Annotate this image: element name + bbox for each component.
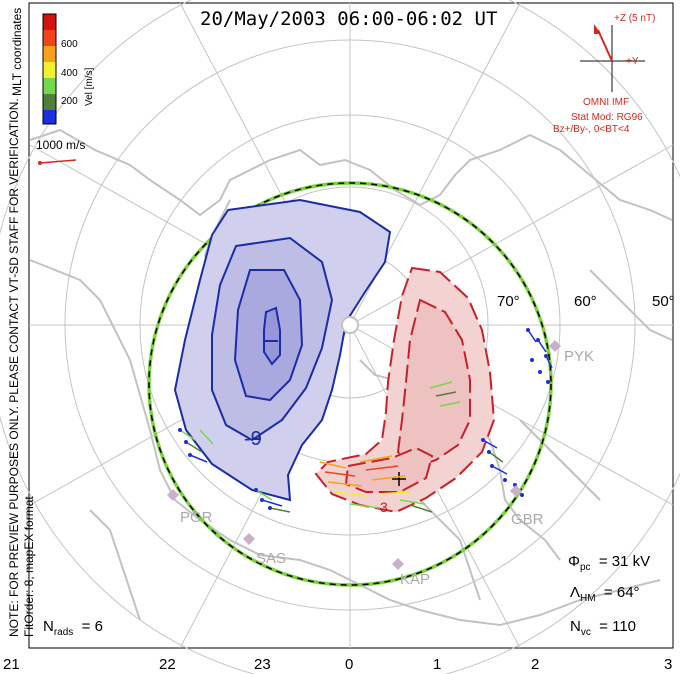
hm-boundary-stat: ΛHM = 64° (570, 584, 640, 604)
imf-y-label: +Y (626, 56, 639, 67)
radar-count-value: 6 (94, 618, 103, 635)
hm-boundary-value: 64° (616, 584, 640, 601)
radar-site-pyk: PYK (564, 348, 595, 365)
radar-site-pgr: PGR (180, 509, 213, 526)
imf-z-label: +Z (5 nT) (614, 13, 656, 24)
mlt-tick-23: 23 (254, 656, 271, 673)
vector-origins (178, 328, 550, 510)
mlt-tick-1: 1 (433, 656, 442, 673)
cpcp-stat: Φpc = 31 kV (568, 553, 651, 573)
mlt-tick-21: 21 (3, 656, 20, 673)
latitude-label-60: 60° (574, 293, 597, 310)
vector-scale-label: 1000 m/s (36, 138, 86, 152)
vector-count-stat: Nvc = 110 (570, 618, 637, 638)
imf-source: OMNI IMF (583, 97, 630, 108)
hm-boundary (148, 182, 552, 586)
colorbar-tick-200: 200 (61, 96, 78, 107)
coordinate-label: MLT coordinates (10, 7, 24, 96)
radar-site-gbr: GBR (511, 511, 544, 528)
vector-scale-arrow (38, 159, 77, 165)
mlt-tick-3: 3 (664, 656, 673, 673)
mlt-tick-0: 0 (345, 656, 354, 673)
radar-site-markers (167, 340, 561, 570)
preview-note: NOTE: FOR PREVIEW PURPOSES ONLY. PLEASE … (7, 98, 21, 637)
map-title: 20/May/2003 06:00-06:02 UT (200, 8, 498, 30)
mlt-tick-22: 22 (159, 656, 176, 673)
negative-potential-cell (173, 198, 392, 502)
latitude-label-70: 70° (497, 293, 520, 310)
mlt-tick-2: 2 (531, 656, 540, 673)
positive-potential-cell (314, 266, 496, 514)
velocity-vectors (179, 329, 553, 513)
colorbar-label: Vel [m/s] (84, 67, 95, 106)
imf-clock-dial (580, 24, 645, 92)
latitude-label-50: 50° (652, 293, 675, 310)
vector-count-value: 110 (612, 618, 637, 635)
contour-label-negative: -9 (244, 428, 262, 450)
imf-stat-model: Stat Mod: RG96 (571, 112, 643, 123)
colorbar-tick-400: 400 (61, 68, 78, 79)
pole-marker (341, 316, 359, 334)
radar-site-kap: KAP (400, 571, 431, 588)
contour-label-positive: 3 (380, 499, 388, 515)
colorbar-tick-600: 600 (61, 39, 78, 50)
radar-site-sas: SAS (256, 550, 287, 567)
imf-condition: Bz+/By-, 0<BT<4 (553, 124, 630, 135)
cpcp-value: 31 kV (611, 553, 651, 570)
fit-order-note: FitOrder: 8, mapEX format (22, 496, 36, 637)
velocity-color-bar (42, 13, 57, 125)
radar-count-stat: Nrads = 6 (43, 618, 103, 638)
